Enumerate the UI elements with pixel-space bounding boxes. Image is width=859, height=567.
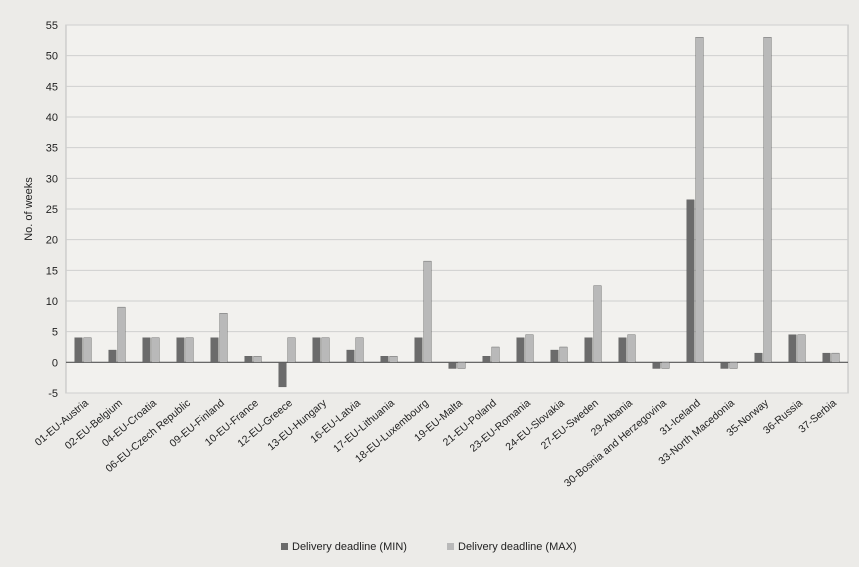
bar-min <box>74 337 83 363</box>
bar-min <box>142 337 151 363</box>
bar-min <box>448 362 457 369</box>
bar-min <box>720 362 729 369</box>
bar-max <box>253 356 262 363</box>
bar-max <box>83 337 92 363</box>
y-tick-label: 55 <box>46 20 58 32</box>
bar-min <box>346 349 355 363</box>
bar-min <box>210 337 219 363</box>
bar-min <box>686 199 695 363</box>
legend-swatch-max <box>447 543 454 550</box>
bar-min <box>584 337 593 363</box>
bar-min <box>278 362 287 388</box>
y-tick-label: 20 <box>46 235 58 247</box>
bar-max <box>627 334 636 363</box>
bar-max <box>185 337 194 363</box>
category-label: 23-EU-Romania <box>468 397 534 455</box>
bar-max <box>491 346 500 363</box>
bar-min <box>550 349 559 363</box>
bar-min <box>414 337 423 363</box>
bar-max <box>593 285 602 363</box>
bar-min <box>312 337 321 363</box>
category-label: 37-Serbia <box>796 397 839 436</box>
y-axis-label: No. of weeks <box>23 177 35 241</box>
bar-max <box>287 337 296 363</box>
bar-min <box>176 337 185 363</box>
y-tick-label: 0 <box>52 357 58 369</box>
bar-max <box>797 334 806 363</box>
bar-max <box>729 362 738 369</box>
bar-min <box>108 349 117 363</box>
y-tick-label: 50 <box>46 51 58 63</box>
category-label: 24-EU-Slovakia <box>503 397 567 453</box>
gridlines <box>66 24 848 394</box>
category-label: 13-EU-Hungary <box>265 397 329 454</box>
y-tick-labels: -5 0 5 10 15 20 25 30 35 40 45 50 55 <box>46 20 58 400</box>
bar-min <box>482 356 491 363</box>
bar-max <box>559 346 568 363</box>
legend: Delivery deadline (MIN) Delivery deadlin… <box>281 541 577 553</box>
bar-max <box>525 334 534 363</box>
bars <box>74 37 840 388</box>
bar-max <box>151 337 160 363</box>
y-tick-label: 15 <box>46 265 58 277</box>
legend-label-min: Delivery deadline (MIN) <box>292 541 407 553</box>
bar-max <box>321 337 330 363</box>
bar-min <box>822 352 831 363</box>
y-tick-label: 30 <box>46 173 58 185</box>
bar-max <box>661 362 670 369</box>
bar-max <box>117 306 126 363</box>
y-tick-label: -5 <box>48 388 58 400</box>
bar-min <box>652 362 661 369</box>
y-tick-label: 45 <box>46 81 58 93</box>
bar-min <box>380 356 389 363</box>
y-tick-label: 40 <box>46 112 58 124</box>
y-tick-label: 5 <box>52 327 58 339</box>
bar-min <box>754 352 763 363</box>
bar-max <box>695 37 704 363</box>
legend-label-max: Delivery deadline (MAX) <box>458 541 577 553</box>
bar-max <box>423 260 432 363</box>
y-tick-label: 25 <box>46 204 58 216</box>
bar-max <box>831 352 840 363</box>
bar-max <box>457 362 466 369</box>
bar-min <box>788 334 797 363</box>
y-tick-label: 35 <box>46 143 58 155</box>
bar-min <box>516 337 525 363</box>
bar-max <box>219 313 228 363</box>
legend-swatch-min <box>281 543 288 550</box>
bar-max <box>355 337 364 363</box>
bar-min <box>244 356 253 363</box>
bar-min <box>618 337 627 363</box>
bar-max <box>763 37 772 363</box>
category-labels: 01-EU-Austria02-EU-Belgium04-EU-Croatia0… <box>33 397 839 490</box>
y-tick-label: 10 <box>46 296 58 308</box>
bar-max <box>389 356 398 363</box>
